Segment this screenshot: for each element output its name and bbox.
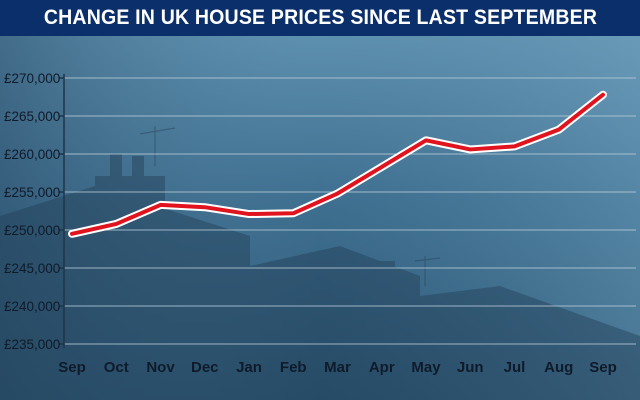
- x-axis-ticks: Sep Oct Nov Dec Jan Feb Mar Apr May Jun Jul Aug Sep: [58, 359, 617, 376]
- x-tick-label: Jan: [236, 359, 262, 376]
- y-tick-label: £250,000: [4, 223, 60, 238]
- x-tick-label: Jul: [504, 359, 526, 376]
- chart-title: CHANGE IN UK HOUSE PRICES SINCE LAST SEP…: [43, 6, 597, 29]
- title-bar: CHANGE IN UK HOUSE PRICES SINCE LAST SEP…: [0, 0, 640, 36]
- x-tick-label: Sep: [589, 359, 617, 376]
- x-tick-label: Mar: [324, 359, 351, 376]
- y-tick-label: £240,000: [4, 299, 60, 314]
- series-line: [70, 92, 605, 236]
- y-tick-label: £260,000: [4, 147, 60, 162]
- x-tick-label: Apr: [369, 359, 395, 376]
- y-tick-label: £270,000: [4, 71, 60, 86]
- y-tick-label: £265,000: [4, 109, 60, 124]
- y-axis-ticks: £235,000 £240,000 £245,000 £250,000 £255,000…: [4, 71, 64, 352]
- x-tick-label: May: [411, 359, 441, 376]
- gridlines: [64, 77, 636, 345]
- photo-background: [0, 36, 640, 400]
- y-tick-label: £245,000: [4, 261, 60, 276]
- x-tick-label: Sep: [58, 359, 86, 376]
- x-tick-label: Feb: [280, 359, 307, 376]
- x-tick-label: Jun: [457, 359, 484, 376]
- y-tick-label: £235,000: [4, 337, 60, 352]
- x-tick-label: Dec: [191, 359, 219, 376]
- x-tick-label: Nov: [146, 359, 175, 376]
- line-chart: £235,000 £240,000 £245,000 £250,000 £255,000…: [0, 36, 640, 400]
- y-tick-label: £255,000: [4, 185, 60, 200]
- series-line-group: [68, 90, 607, 238]
- x-tick-label: Oct: [104, 359, 129, 376]
- x-tick-label: Aug: [544, 359, 573, 376]
